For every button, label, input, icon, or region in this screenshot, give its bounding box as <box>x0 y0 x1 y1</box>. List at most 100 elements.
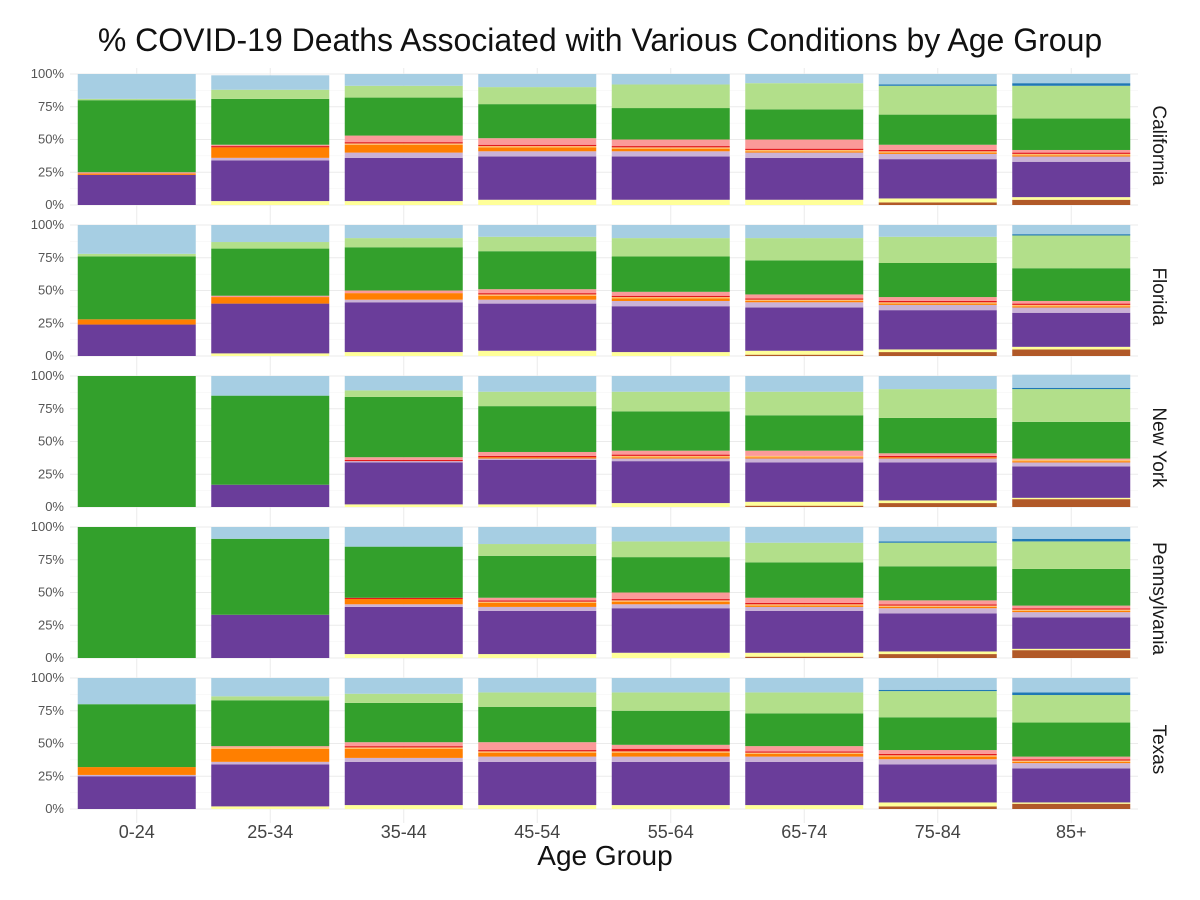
bar-segment <box>745 542 864 563</box>
bar-segment <box>611 454 730 456</box>
bar-segment <box>878 689 997 692</box>
bar-segment <box>611 461 730 504</box>
bar-segment <box>478 527 597 545</box>
bar-segment <box>611 156 730 200</box>
bar-segment <box>611 752 730 757</box>
y-tick-label: 0% <box>45 348 64 363</box>
bar-segment <box>611 458 730 462</box>
bar-segment <box>878 225 997 237</box>
bar-segment <box>611 300 730 307</box>
bar-segment <box>1012 541 1131 569</box>
bar-segment <box>1012 650 1131 658</box>
bar-segment <box>1012 161 1131 198</box>
bar-segment <box>211 75 330 90</box>
bar-segment <box>745 756 864 762</box>
bar-segment <box>211 527 330 539</box>
bar-segment <box>745 307 864 351</box>
bar-segment <box>211 98 330 145</box>
bar-segment <box>878 153 997 160</box>
y-tick-label: 75% <box>38 703 64 718</box>
bar-segment <box>878 389 997 418</box>
bar-segment <box>478 295 597 300</box>
bar-segment <box>1012 722 1131 757</box>
bar-segment <box>745 450 864 456</box>
bar-segment <box>878 114 997 145</box>
bar-segment <box>77 678 196 705</box>
bar-segment <box>878 84 997 86</box>
bar-segment <box>745 501 864 506</box>
bar-segment <box>211 696 330 701</box>
bar-segment <box>1012 199 1131 205</box>
bar-segment <box>745 152 864 158</box>
bar-segment <box>878 750 997 754</box>
y-tick-label: 25% <box>38 466 64 481</box>
bar-segment <box>745 678 864 693</box>
bar-segment <box>878 349 997 353</box>
bar-segment <box>211 806 330 809</box>
bar-segment <box>478 151 597 157</box>
bar-segment <box>478 74 597 88</box>
bar-segment <box>211 160 330 202</box>
bar-segment <box>611 710 730 745</box>
bar-segment <box>344 462 463 505</box>
bar-segment <box>1012 608 1131 610</box>
bar-segment <box>344 461 463 463</box>
bar-segment <box>611 601 730 605</box>
y-tick-label: 50% <box>38 283 64 298</box>
bar-segment <box>745 83 864 110</box>
bar-segment <box>878 806 997 809</box>
bar-segment <box>611 199 730 205</box>
bar-segment <box>211 303 330 354</box>
bar-segment <box>478 251 597 290</box>
bar-segment <box>878 605 997 607</box>
y-tick-label: 25% <box>38 768 64 783</box>
bar-segment <box>344 702 463 743</box>
bar-segment <box>878 753 997 756</box>
bar-segment <box>1012 462 1131 467</box>
bar-segment <box>745 109 864 140</box>
bar-segment <box>878 604 997 606</box>
bar-segment <box>211 538 330 615</box>
bar-segment <box>478 610 597 655</box>
bar-segment <box>1012 346 1131 350</box>
bar-segment <box>1012 153 1131 156</box>
bar-segment <box>344 604 463 607</box>
bar-segment <box>211 764 330 807</box>
bar-segment <box>878 462 997 501</box>
bar-segment <box>611 527 730 542</box>
bar-segment <box>211 297 330 304</box>
x-tick-label: 0-24 <box>119 822 155 842</box>
bar-segment <box>478 104 597 139</box>
bar-segment <box>478 458 597 460</box>
bar-segment <box>344 152 463 158</box>
bar-segment <box>1012 763 1131 769</box>
bar-segment <box>211 201 330 205</box>
bar-segment <box>878 74 997 85</box>
bar-segment <box>611 678 730 693</box>
bar-segment <box>745 199 864 205</box>
bar-segment <box>611 148 730 152</box>
bar-segment <box>478 376 597 392</box>
bar-segment <box>211 248 330 296</box>
bar-segment <box>611 295 730 298</box>
bar-segment <box>1012 678 1131 693</box>
bar-segment <box>77 376 196 507</box>
bar-segment <box>344 299 463 303</box>
bar-segment <box>478 87 597 105</box>
bar-segment <box>344 742 463 747</box>
bar-segment <box>478 761 597 806</box>
bar-segment <box>1012 692 1131 696</box>
bar-segment <box>745 652 864 657</box>
y-tick-label: 75% <box>38 552 64 567</box>
bar-segment <box>611 692 730 711</box>
bar-segment <box>1012 466 1131 498</box>
bar-segment <box>745 299 864 301</box>
bar-segment <box>745 260 864 295</box>
bar-segment <box>878 297 997 301</box>
bar-segment <box>878 303 997 305</box>
bar-segment <box>1012 612 1131 618</box>
bar-segment <box>878 756 997 760</box>
bar-segment <box>611 805 730 809</box>
bar-segment <box>611 541 730 558</box>
bar-segment <box>1012 312 1131 347</box>
